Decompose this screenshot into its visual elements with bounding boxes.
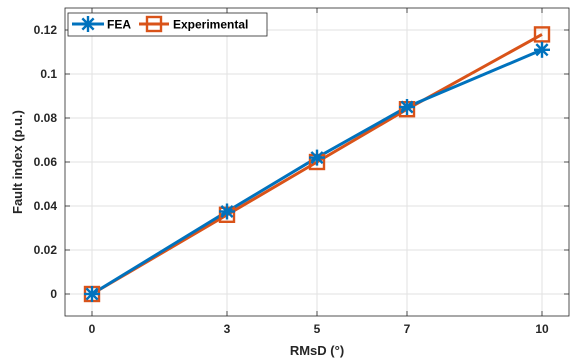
x-tick-labels: 0 3 5 7 10 [89,322,549,336]
legend-label-fea: FEA [107,18,131,32]
x-tick-label: 0 [89,322,96,336]
x-axis-title: RMsD (°) [290,343,344,358]
legend: FEA Experimental [67,12,268,37]
x-tick-label: 3 [224,322,231,336]
asterisk-stroke [85,287,99,301]
y-tick-label: 0.04 [34,199,58,213]
legend-marker-fea [80,16,96,32]
y-tick-label: 0.02 [34,243,58,257]
x-tick-label: 10 [535,322,549,336]
asterisk-stroke [310,151,324,165]
legend-marker-experimental [145,15,163,33]
y-tick-label: 0.08 [34,111,58,125]
data-point-fea [534,41,550,58]
y-tick-label: 0.12 [34,23,58,37]
data-point-fea [219,203,235,220]
legend-label-experimental: Experimental [173,18,248,32]
y-tick-label: 0.06 [34,155,58,169]
asterisk-stroke [400,100,414,114]
data-point-fea [399,99,415,115]
asterisk-stroke [535,43,549,57]
y-tick-label: 0.1 [40,67,57,81]
asterisk-stroke [81,17,95,31]
data-point-fea [84,286,100,302]
asterisk-stroke [220,204,234,219]
x-tick-label: 7 [404,322,411,336]
data-point-fea [309,149,325,166]
x-tick-label: 5 [314,322,321,336]
y-tick-label: 0 [50,287,57,301]
y-axis-title: Fault index (p.u.) [10,110,25,214]
axes [64,7,570,317]
data-point-experimental [533,26,551,43]
series-layer [83,26,551,303]
y-tick-labels: 0 0.02 0.04 0.06 0.08 0.1 0.12 [34,23,58,301]
